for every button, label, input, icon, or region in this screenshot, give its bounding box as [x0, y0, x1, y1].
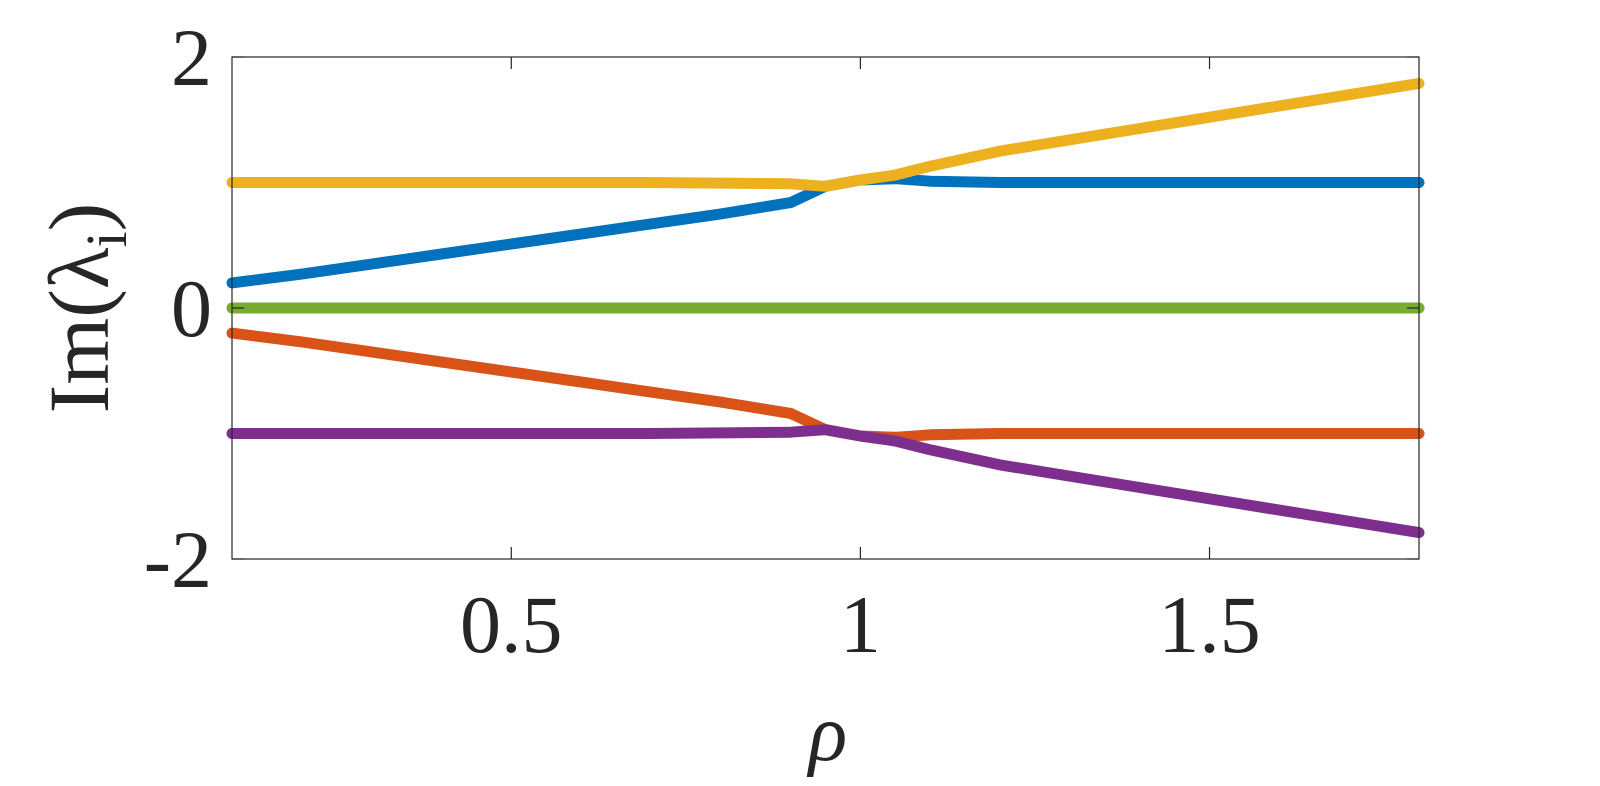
series-line-2 — [226, 327, 1425, 443]
y-tick-label-1: -2 — [144, 514, 212, 605]
y-axis-label-main: Im(λ — [31, 247, 127, 413]
y-tick-label-3: 2 — [171, 12, 212, 103]
y-tick-label-2: 0 — [171, 263, 212, 354]
y-axis-label-subscript: i — [74, 231, 139, 247]
x-axis-label: ρ — [806, 690, 847, 778]
x-tick-label-1: 0.5 — [460, 579, 563, 670]
series-layer — [226, 77, 1425, 539]
y-axis-label: Im(λi) — [31, 203, 139, 414]
series-line-1 — [226, 173, 1425, 289]
x-tick-label-3: 1.5 — [1158, 579, 1261, 670]
y-axis-label-close: ) — [31, 203, 127, 232]
ticks — [232, 56, 1419, 560]
x-tick-label-2: 1 — [840, 579, 881, 670]
series-line-3 — [226, 77, 1425, 192]
x-tick-labels: 0.5 1 1.5 — [460, 579, 1261, 670]
series-line-4 — [226, 424, 1425, 539]
y-tick-labels: -2 0 2 — [144, 12, 212, 605]
